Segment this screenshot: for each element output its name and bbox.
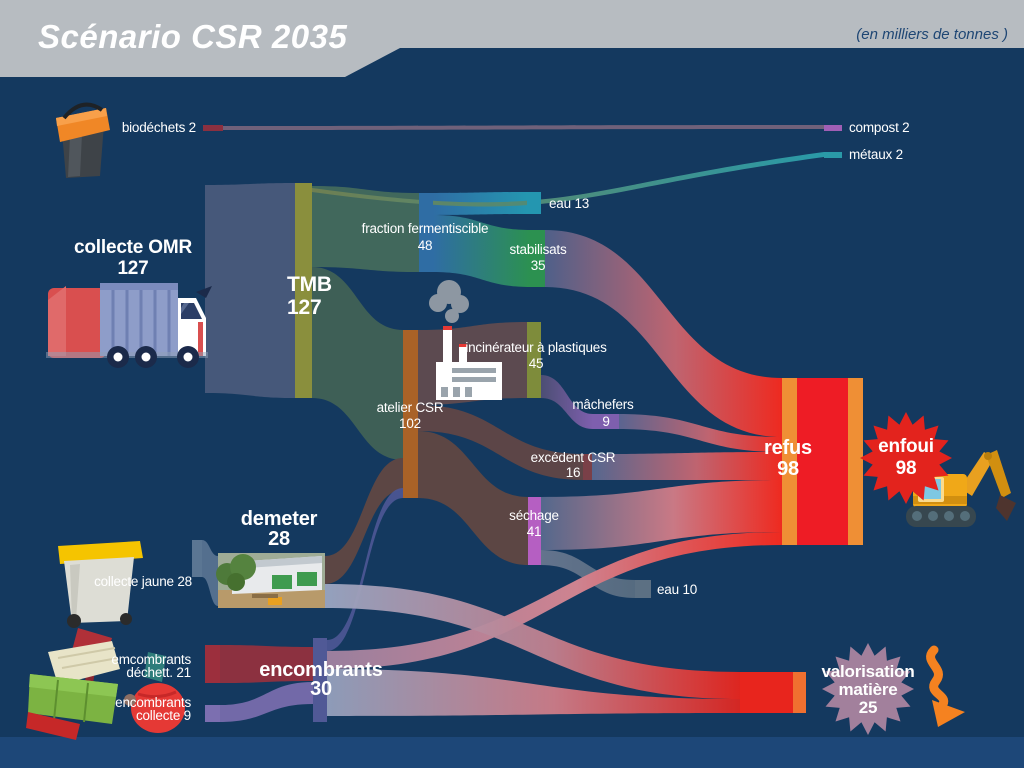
node-incinerateur-bar [527, 322, 541, 398]
eau13-label: eau 13 [549, 196, 589, 211]
starburst-badges [822, 412, 952, 735]
bulky-waste-icon [26, 628, 185, 740]
node-eau10-stub [635, 580, 651, 598]
flow-atelier-sechage [418, 431, 528, 565]
flow-demeter-atelier [325, 458, 403, 584]
incinerator-factory-icon [429, 280, 502, 400]
node-encombrants-band [313, 638, 327, 722]
incinerateur-label: incinérateur à plastiques 45 [465, 340, 607, 371]
enfoui-star [860, 412, 952, 504]
node-metaux-stub [824, 152, 842, 158]
flow-atelier-excedent [418, 405, 583, 480]
excedent-label: excédent CSR 16 [531, 450, 616, 480]
flow-biodechets-compost [223, 125, 824, 130]
refus-label: refus 98 [764, 437, 812, 480]
node-collecte9-stub [205, 705, 220, 722]
node-refus-red [797, 378, 848, 545]
flow-stabilisats-refus [545, 230, 782, 437]
footer-strip [0, 737, 1024, 768]
flow-excedent-refus [592, 452, 782, 480]
down-trend-arrow-icon [926, 645, 965, 727]
flow-machefers-refus [619, 414, 782, 452]
flow-dechett-encombrants [220, 645, 313, 683]
valorisation-star [822, 643, 914, 735]
node-compost-stub [824, 125, 842, 131]
flow-collecte9-encombrants [220, 682, 313, 722]
node-valorisation-orange [793, 672, 806, 713]
compost-label: compost 2 [849, 120, 909, 135]
flow-tmb-atelier [312, 267, 403, 460]
node-biodechets-stub [203, 125, 223, 131]
flow-cjaune-demeter [202, 540, 218, 606]
demeter-site-photo [216, 553, 325, 608]
enfoui-label: enfoui 98 [878, 436, 934, 479]
garbage-truck-icon [46, 283, 212, 368]
flow-sechage-eau10 [541, 550, 635, 598]
yellow-bin-icon [58, 541, 143, 628]
node-sechage-bar [528, 497, 541, 565]
metaux-label: métaux 2 [849, 147, 903, 162]
cjaune-label: collecte jaune 28 [94, 574, 192, 589]
flow-encombrants-atelier [327, 488, 403, 651]
valorisation-label: valorisation matière 25 [821, 662, 914, 717]
demeter-label: demeter 28 [241, 508, 318, 550]
node-bars [192, 125, 863, 722]
labels: biodéchets 2 compost 2 métaux 2 collecte OM… [74, 120, 934, 723]
tmb-label: TMB 127 [287, 273, 332, 319]
node-fraction-bar [419, 193, 433, 272]
biodechets-bin-icon [56, 102, 110, 178]
node-atelier-bar [403, 330, 418, 498]
biodechets-label: biodéchets 2 [122, 120, 196, 135]
node-machefers-stub [593, 414, 619, 429]
flow-incinerateur-machefers [541, 375, 593, 429]
sechage-label: séchage 41 [509, 508, 559, 539]
flow-fraction-stabilisats [433, 215, 531, 287]
dechett-label: emcombrants déchett. 21 [111, 652, 191, 680]
machefers-label: mâchefers [572, 397, 634, 412]
fraction-label: fraction fermentiscible 48 [362, 221, 489, 253]
node-refus-orange-right [848, 378, 863, 545]
flow-tmb-fraction [312, 186, 419, 272]
page-title: Scénario CSR 2035 [38, 18, 348, 55]
node-excedent-stub [583, 454, 592, 480]
stabilisats-label: stabilisats 35 [509, 242, 567, 273]
node-valorisation-red [740, 672, 793, 713]
flow-sechage-refus [541, 480, 782, 550]
node-eau13-bar [527, 192, 541, 214]
flow-encombrants-refus [327, 532, 782, 669]
atelier-label: atelier CSR 102 [377, 400, 444, 431]
node-stabilisats-bar [531, 230, 545, 287]
enc-collecte-label: encombrants collecte 9 [115, 695, 191, 723]
node-cjaune-stub [192, 540, 202, 577]
machefers-value: 9 [602, 414, 609, 429]
omr-label: collecte OMR 127 [74, 237, 192, 279]
node-dechett-stub [205, 645, 220, 683]
encombrants-label: encombrants 30 [259, 659, 382, 700]
flow-encombrants-valorisation [327, 669, 740, 716]
flow-demeter-valorisation [325, 584, 740, 699]
unit-note: (en milliers de tonnes ) [856, 26, 1008, 43]
node-refus-orange-left [782, 378, 797, 545]
flow-omr-tmb [205, 183, 295, 398]
node-tmb-bar [295, 183, 312, 398]
flow-ribbons [202, 125, 824, 722]
eau10-label: eau 10 [657, 582, 697, 597]
